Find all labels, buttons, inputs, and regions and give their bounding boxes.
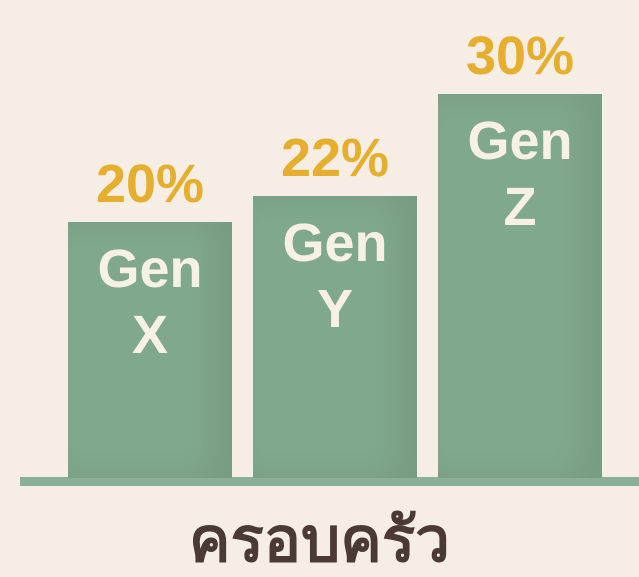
category-label: Gen Z xyxy=(467,111,573,237)
value-label: 30% xyxy=(465,26,575,86)
x-axis-label: ครอบครัว xyxy=(189,506,450,575)
bar xyxy=(438,94,602,478)
value-label: 20% xyxy=(95,154,205,214)
baseline xyxy=(20,477,639,486)
category-label: Gen Y xyxy=(282,213,388,340)
value-label: 22% xyxy=(280,128,390,189)
bar xyxy=(68,222,232,478)
category-label: Gen X xyxy=(97,239,203,365)
bar xyxy=(253,196,417,478)
